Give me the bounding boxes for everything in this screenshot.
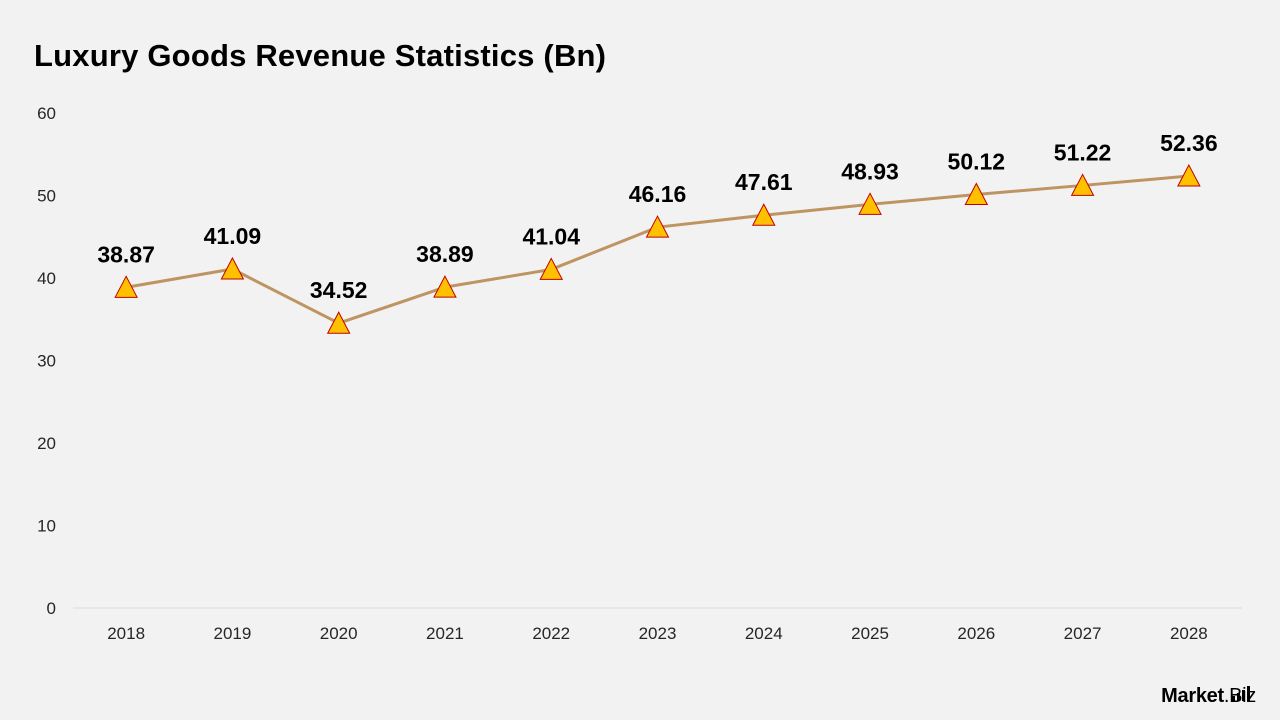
data-point-marker xyxy=(645,215,670,238)
data-point-marker xyxy=(858,192,882,215)
data-point-marker xyxy=(539,257,564,280)
x-tick-label: 2019 xyxy=(213,624,251,643)
data-label: 48.93 xyxy=(841,158,899,184)
data-label: 52.36 xyxy=(1160,130,1218,156)
y-tick-label: 10 xyxy=(37,517,56,536)
y-tick-label: 60 xyxy=(37,104,56,123)
brand-name-main: Market xyxy=(1161,685,1224,707)
x-tick-label: 2021 xyxy=(426,624,464,643)
data-label: 47.61 xyxy=(735,169,793,195)
data-point-marker xyxy=(964,182,989,206)
data-markers xyxy=(114,163,1201,334)
data-point-marker xyxy=(433,275,457,298)
data-label: 41.09 xyxy=(204,223,262,249)
data-label: 50.12 xyxy=(948,149,1006,175)
data-label: 51.22 xyxy=(1054,139,1112,165)
y-tick-label: 50 xyxy=(37,187,56,206)
y-tick-label: 20 xyxy=(37,434,56,453)
data-labels: 38.87 41.09 34.52 38.89 41.04 46.16 47.61 48.93… xyxy=(97,130,1217,303)
data-label: 38.89 xyxy=(416,241,474,267)
x-tick-label: 2026 xyxy=(957,624,995,643)
x-tick-label: 2027 xyxy=(1064,624,1102,643)
x-tick-label: 2025 xyxy=(851,624,889,643)
x-tick-label: 2023 xyxy=(639,624,677,643)
data-label: 38.87 xyxy=(97,241,155,267)
x-tick-label: 2018 xyxy=(107,624,145,643)
data-label: 46.16 xyxy=(629,181,687,207)
y-tick-label: 30 xyxy=(37,352,56,371)
y-tick-label: 40 xyxy=(37,269,56,288)
y-tick-label: 0 xyxy=(47,599,56,618)
data-point-marker xyxy=(1070,173,1095,196)
data-point-marker xyxy=(114,275,138,298)
data-point-marker xyxy=(220,256,245,280)
x-axis-ticks: 2018 2019 2020 2021 2022 2023 2024 2025 2026 2027… xyxy=(107,624,1208,643)
data-point-marker xyxy=(751,203,776,226)
data-point-marker xyxy=(1177,163,1201,187)
data-point-marker xyxy=(326,311,351,334)
chart-title: Luxury Goods Revenue Statistics (Bn) xyxy=(34,38,607,73)
y-axis-ticks: 0 10 20 30 40 50 60 xyxy=(37,104,56,618)
data-label: 34.52 xyxy=(310,277,368,303)
x-tick-label: 2020 xyxy=(320,624,358,643)
x-tick-label: 2028 xyxy=(1170,624,1208,643)
x-tick-label: 2022 xyxy=(532,624,570,643)
data-label: 41.04 xyxy=(522,223,580,249)
x-tick-label: 2024 xyxy=(745,624,783,643)
bar-chart-icon xyxy=(1232,686,1250,701)
